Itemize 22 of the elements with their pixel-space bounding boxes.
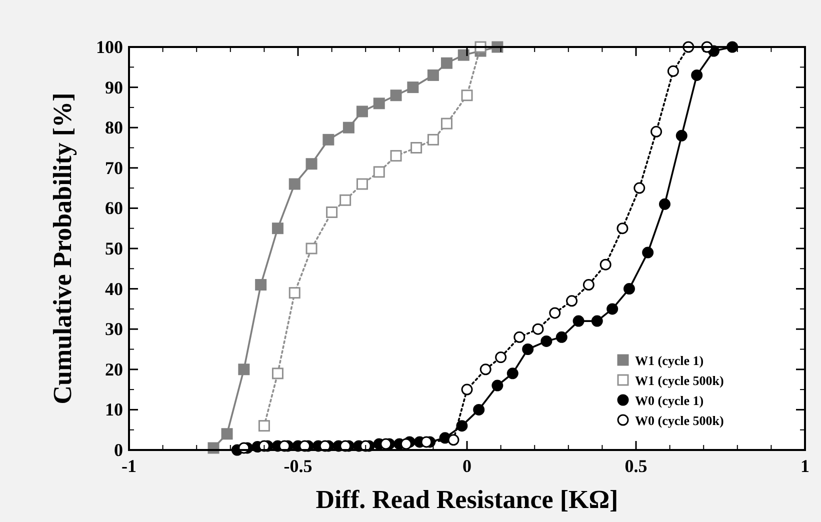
legend-label: W1 (cycle 1): [635, 353, 704, 368]
y-tick-label: 20: [105, 359, 123, 380]
y-tick-label: 0: [114, 440, 123, 460]
y-tick-label: 60: [105, 198, 123, 218]
y-tick-label: 40: [105, 278, 123, 299]
x-tick-label: -0.5: [284, 456, 312, 476]
legend-label: W1 (cycle 500k): [635, 373, 724, 388]
y-tick-label: 50: [105, 238, 123, 258]
x-tick-label: 1: [800, 456, 810, 476]
y-tick-label: 30: [105, 319, 123, 340]
y-tick-label: 80: [105, 118, 123, 138]
x-tick-label: 0.5: [624, 456, 648, 476]
x-tick-label: -1: [122, 456, 136, 476]
x-tick-label: 0: [462, 456, 472, 476]
y-tick-label: 10: [105, 400, 123, 420]
y-tick-label: 100: [96, 37, 123, 57]
legend-label: W0 (cycle 1): [635, 393, 704, 408]
y-axis-title: Cumulative Probability [%]: [48, 92, 77, 404]
x-axis-title: Diff. Read Resistance [KΩ]: [316, 485, 618, 514]
y-tick-label: 90: [105, 77, 123, 98]
legend-label: W0 (cycle 500k): [635, 413, 724, 428]
y-tick-label: 70: [105, 158, 123, 178]
